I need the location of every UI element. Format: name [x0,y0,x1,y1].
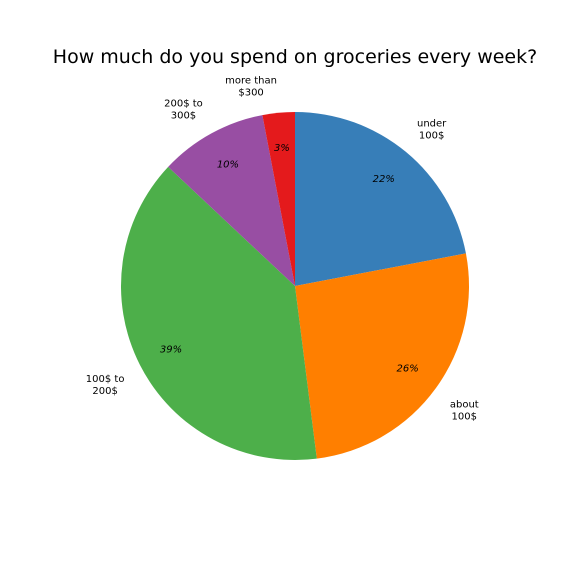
pct-label-about-100: 26% [396,363,418,374]
pie-slice-200-to-300 [168,115,295,286]
category-label-100-to-200: 100$ to 200$ [86,374,125,397]
category-label-more-than-300: more than $300 [225,75,277,98]
pie-slice-about-100 [295,253,469,459]
pie-slice-more-than-300 [262,112,295,286]
pie-labels: 22% under 100$ 26% about 100$ 39% 100$ to 200$ 10… [86,75,479,422]
category-label-under-100: under 100$ [417,119,447,142]
pct-label-200-to-300: 10% [217,160,239,171]
chart-title: How much do you spend on groceries every… [53,46,537,68]
pie-slice-100-to-200 [120,166,317,461]
pct-label-more-than-300: 3% [274,143,290,154]
pct-label-under-100: 22% [373,174,395,185]
pct-label-100-to-200: 39% [160,345,182,356]
category-label-about-100: about 100$ [450,400,479,423]
category-label-200-to-300: 200$ to 300$ [164,98,203,121]
pie-slice-under-100 [295,112,466,286]
pie-slices [120,112,469,461]
